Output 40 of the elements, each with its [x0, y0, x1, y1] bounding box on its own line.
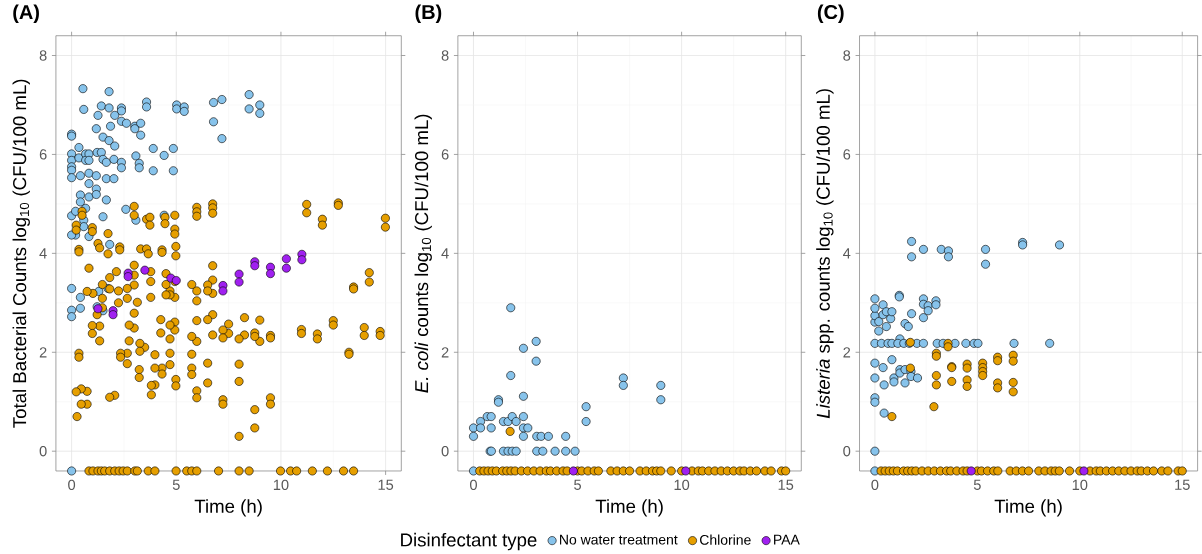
- x-axis-title: Time (h): [994, 499, 1062, 517]
- y-tick-label: 4: [843, 248, 851, 259]
- chart-title: (C): [817, 4, 844, 24]
- y-tick-label: 6: [441, 149, 449, 160]
- chart-title: (A): [13, 4, 39, 24]
- chart-title: (B): [415, 4, 442, 24]
- y-tick-label: 2: [843, 347, 851, 358]
- legend-label: No water treatment: [560, 534, 678, 545]
- x-axis-title: Time (h): [595, 499, 663, 517]
- x-tick-label: 0: [871, 479, 879, 491]
- x-tick-label: 5: [172, 479, 180, 491]
- y-tick-label: 2: [441, 347, 449, 358]
- y-axis-title: Listeria spp. counts log$_{10}$ (CFU/100 mL): [816, 89, 834, 419]
- y-tick-label: 2: [39, 347, 47, 358]
- x-tick-label: 0: [469, 479, 477, 491]
- x-tick-label: 15: [378, 479, 394, 491]
- x-tick-label: 5: [973, 479, 981, 491]
- x-axis-title: Time (h): [194, 499, 262, 517]
- y-tick-label: 8: [843, 50, 851, 61]
- y-tick-label: 8: [441, 50, 449, 61]
- x-tick-label: 15: [1175, 479, 1190, 491]
- x-tick-label: 15: [778, 479, 794, 491]
- y-axis-title: E. coli counts log$_{10}$ (CFU/100 mL): [414, 114, 432, 393]
- y-tick-label: 0: [843, 446, 851, 457]
- y-tick-label: 4: [441, 248, 449, 259]
- x-tick-label: 10: [674, 479, 690, 491]
- x-tick-label: 10: [273, 479, 289, 491]
- y-tick-label: 4: [39, 248, 47, 259]
- y-tick-label: 8: [39, 50, 47, 61]
- x-tick-label: 10: [1072, 479, 1088, 491]
- y-tick-label: 6: [39, 149, 47, 160]
- y-tick-label: 0: [39, 446, 47, 457]
- legend-label: Chlorine: [700, 534, 751, 545]
- y-tick-label: 0: [441, 446, 449, 457]
- y-axis-title: Total Bacterial Counts log$_{10}$ (CFU/100 mL): [12, 79, 30, 428]
- legend-title: Disinfectant type: [401, 533, 537, 551]
- x-tick-label: 0: [68, 479, 76, 491]
- y-tick-label: 6: [843, 149, 851, 160]
- legend-label: PAA: [774, 534, 800, 545]
- x-tick-label: 5: [574, 479, 581, 491]
